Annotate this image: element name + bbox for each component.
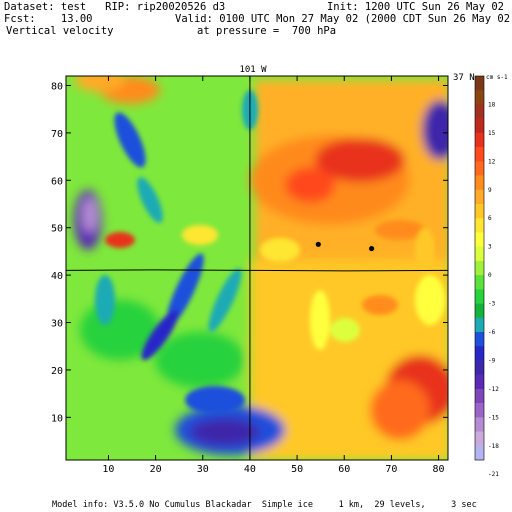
model-info-footer: Model info: V3.5.0 No Cumulus Blackadar … (52, 500, 477, 510)
colorbar-swatch (475, 118, 484, 134)
colorbar-label--21: -21 (488, 471, 499, 478)
y-tick-label-80: 80 (51, 81, 63, 92)
colorbar-swatch (475, 104, 484, 119)
colorbar-label--9: -9 (488, 357, 496, 364)
city-marker-city-a (315, 241, 321, 247)
pressure-level-label: at pressure = 700 hPa (197, 25, 337, 37)
city-marker-city-b (369, 245, 375, 252)
colorbar-label-18: 18 (488, 101, 496, 108)
valid-time-label: Valid: 0100 UTC Mon 27 May 02 (2000 CDT … (175, 13, 512, 25)
y-tick-label-10: 10 (51, 413, 63, 424)
colorbar-label--18: -18 (488, 443, 499, 450)
y-tick-label-20: 20 (51, 366, 63, 377)
colorbar-swatch (475, 246, 484, 262)
x-tick-label-80: 80 (433, 464, 445, 475)
colorbar-units: cm s-1 (486, 74, 508, 81)
y-axis: 10 20 30 40 50 60 70 80 (51, 81, 448, 424)
colorbar-label-9: 9 (488, 187, 492, 194)
colorbar-swatch (475, 317, 484, 333)
colorbar-swatch (475, 289, 484, 304)
shaded-field (66, 76, 448, 460)
x-tick-label-20: 20 (150, 464, 162, 475)
colorbar-label--3: -3 (488, 301, 496, 308)
colorbar-swatch (475, 332, 484, 347)
x-tick-label-60: 60 (338, 464, 350, 475)
x-tick-label-50: 50 (291, 464, 303, 475)
colorbar-swatch (475, 431, 484, 447)
y-tick-label-40: 40 (51, 271, 63, 282)
colorbar-swatch (475, 132, 484, 148)
colorbar-swatch (475, 388, 484, 404)
y-tick-label-30: 30 (51, 319, 63, 330)
colorbar-label-12: 12 (488, 158, 496, 165)
colorbar-label--12: -12 (488, 386, 499, 393)
colorbar-swatch (475, 147, 484, 162)
colorbar-swatch (475, 445, 484, 461)
colorbar-swatch (475, 346, 484, 361)
colorbar-label--15: -15 (488, 414, 499, 421)
parallel-line (65, 269, 449, 272)
plot-frame (65, 75, 449, 461)
colorbar-label--6: -6 (488, 329, 496, 336)
colorbar-swatch (475, 417, 484, 432)
colorbar-label-3: 3 (488, 244, 492, 251)
colorbar-swatch (475, 232, 484, 247)
field-name-label: Vertical velocity (6, 25, 114, 37)
colorbar-swatch (475, 76, 484, 91)
colorbar-swatch (475, 175, 484, 191)
colorbar-swatch (475, 275, 484, 290)
colorbar-swatch (475, 303, 484, 319)
x-tick-label-10: 10 (102, 464, 114, 475)
y-tick-label-50: 50 (51, 224, 63, 235)
colorbar: cm s-1 18 15 12 9 6 3 0 -3 -6 -9 -12 -15 -18 -21 (474, 74, 508, 478)
colorbar-swatch (475, 189, 484, 205)
colorbar-swatch (475, 90, 484, 105)
x-tick-label-40: 40 (244, 464, 256, 475)
colorbar-swatch (475, 374, 484, 390)
colorbar-swatch (475, 218, 484, 233)
x-tick-label-70: 70 (385, 464, 397, 475)
dataset-label: Dataset: test RIP: rip20020526 d3 (4, 1, 226, 13)
x-tick-label-30: 30 (197, 464, 209, 475)
y-tick-label-60: 60 (51, 176, 63, 187)
colorbar-label-0: 0 (488, 272, 492, 279)
colorbar-label-15: 15 (488, 130, 496, 137)
colorbar-frame (474, 75, 485, 461)
init-time-label: Init: 1200 UTC Sun 26 May 02 (326, 1, 504, 13)
colorbar-swatch (475, 204, 484, 219)
latitude-label: 37 N (453, 73, 475, 83)
colorbar-label-6: 6 (488, 215, 492, 222)
colorbar-swatch (475, 161, 484, 176)
longitude-label: 101 W (239, 65, 267, 75)
colorbar-swatch (475, 360, 484, 375)
y-tick-label-70: 70 (51, 129, 63, 140)
city-markers (315, 241, 375, 252)
forecast-hour-label: Fcst: 13.00 (4, 13, 93, 25)
colorbar-swatch (475, 403, 484, 418)
x-axis: 10 20 30 40 50 60 70 80 (102, 76, 445, 475)
colorbar-swatch (475, 260, 484, 276)
